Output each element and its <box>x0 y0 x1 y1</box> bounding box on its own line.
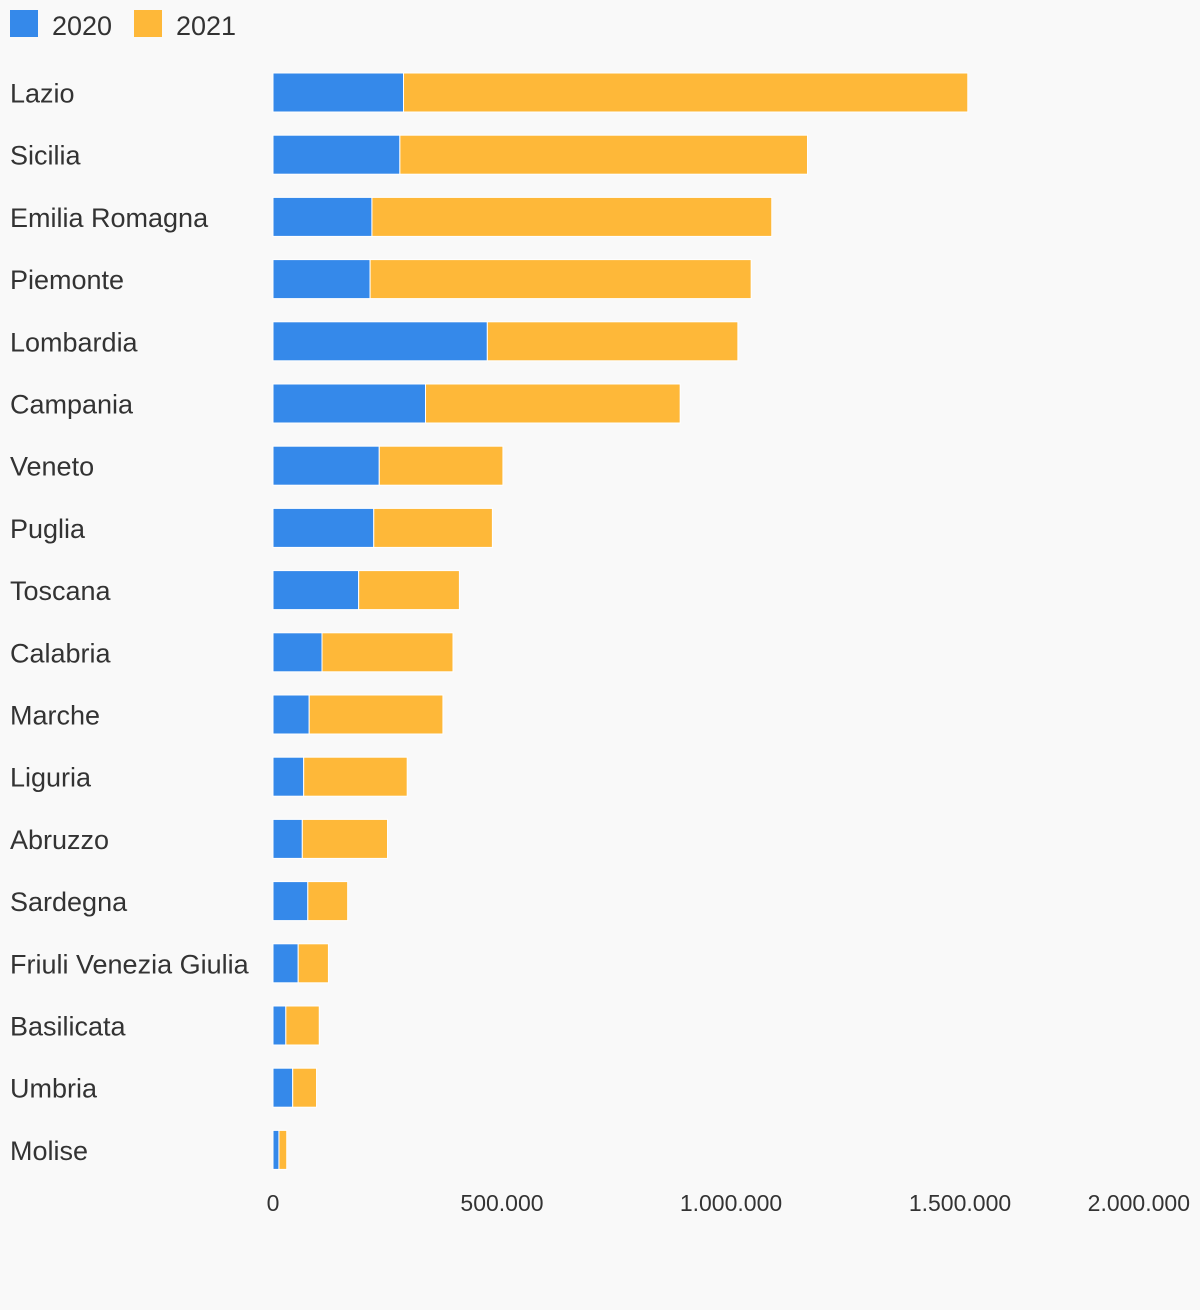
category-label-toscana: Toscana <box>10 576 112 606</box>
legend-label-2021: 2021 <box>176 11 236 41</box>
bar-sicilia-2020 <box>272 134 401 175</box>
bar-campania-2020 <box>272 383 427 424</box>
category-axis: Lazio Sicilia Emilia Romagna Piemonte Lombar… <box>10 79 250 1166</box>
bar-piemonte-2020 <box>272 259 371 300</box>
bar-calabria-2020 <box>272 632 323 673</box>
bar-abruzzo-2020 <box>272 818 303 859</box>
bar-friuli-venezia-giulia-2020 <box>272 943 299 984</box>
bar-sardegna-2021 <box>307 881 349 922</box>
category-label-campania: Campania <box>10 390 134 420</box>
bar-emilia-romagna-2020 <box>272 196 373 237</box>
bar-umbria-2020 <box>272 1067 294 1108</box>
bar-sicilia-2021 <box>399 134 808 175</box>
bar-friuli-venezia-giulia-2021 <box>297 943 329 984</box>
bar-veneto-2021 <box>378 445 504 486</box>
bar-calabria-2021 <box>321 632 454 673</box>
bar-toscana-2021 <box>358 570 460 611</box>
bar-puglia-2020 <box>272 507 375 548</box>
category-label-umbria: Umbria <box>10 1074 98 1104</box>
bar-marche-2021 <box>308 694 444 735</box>
category-label-puglia: Puglia <box>10 514 86 544</box>
bar-basilicata-2020 <box>272 1005 287 1046</box>
category-label-emilia-romagna: Emilia Romagna <box>10 203 209 233</box>
plot-area <box>272 72 969 1170</box>
bar-piemonte-2021 <box>369 259 752 300</box>
bar-lombardia-2020 <box>272 321 488 362</box>
bar-puglia-2021 <box>373 507 493 548</box>
category-label-friuli-venezia-giulia: Friuli Venezia Giulia <box>10 949 250 979</box>
category-label-lombardia: Lombardia <box>10 327 139 357</box>
category-label-veneto: Veneto <box>10 452 94 482</box>
bar-molise-2021 <box>278 1129 288 1170</box>
x-tick-label-0: 0 <box>267 1190 280 1216</box>
bar-veneto-2020 <box>272 445 380 486</box>
bar-campania-2021 <box>425 383 681 424</box>
bar-emilia-romagna-2021 <box>371 196 773 237</box>
bar-lazio-2020 <box>272 72 405 113</box>
x-tick-label-4: 2.000.000 <box>1088 1190 1190 1216</box>
x-tick-label-1: 500.000 <box>460 1190 543 1216</box>
category-label-marche: Marche <box>10 701 100 731</box>
bar-umbria-2021 <box>292 1067 318 1108</box>
bar-lazio-2021 <box>403 72 969 113</box>
bar-molise-2020 <box>272 1129 280 1170</box>
category-label-abruzzo: Abruzzo <box>10 825 109 855</box>
bar-lombardia-2021 <box>486 321 739 362</box>
bar-marche-2020 <box>272 694 310 735</box>
category-label-liguria: Liguria <box>10 763 92 793</box>
category-label-basilicata: Basilicata <box>10 1012 127 1042</box>
legend-label-2020: 2020 <box>52 11 112 41</box>
category-label-piemonte: Piemonte <box>10 265 124 295</box>
category-label-lazio: Lazio <box>10 79 75 109</box>
bar-abruzzo-2021 <box>301 818 389 859</box>
category-label-molise: Molise <box>10 1136 88 1166</box>
legend: 2020 2021 <box>10 10 236 41</box>
x-tick-label-2: 1.000.000 <box>680 1190 782 1216</box>
legend-swatch-2021 <box>134 10 162 37</box>
category-label-sardegna: Sardegna <box>10 887 128 917</box>
x-tick-label-3: 1.500.000 <box>909 1190 1011 1216</box>
bar-basilicata-2021 <box>285 1005 320 1046</box>
legend-swatch-2020 <box>10 10 38 37</box>
bar-toscana-2020 <box>272 570 360 611</box>
bar-liguria-2021 <box>303 756 408 797</box>
value-axis: 0 500.000 1.000.000 1.500.000 2.000.000 <box>267 1190 1190 1216</box>
bar-sardegna-2020 <box>272 881 309 922</box>
bar-liguria-2020 <box>272 756 305 797</box>
category-label-calabria: Calabria <box>10 638 112 668</box>
category-label-sicilia: Sicilia <box>10 141 82 171</box>
